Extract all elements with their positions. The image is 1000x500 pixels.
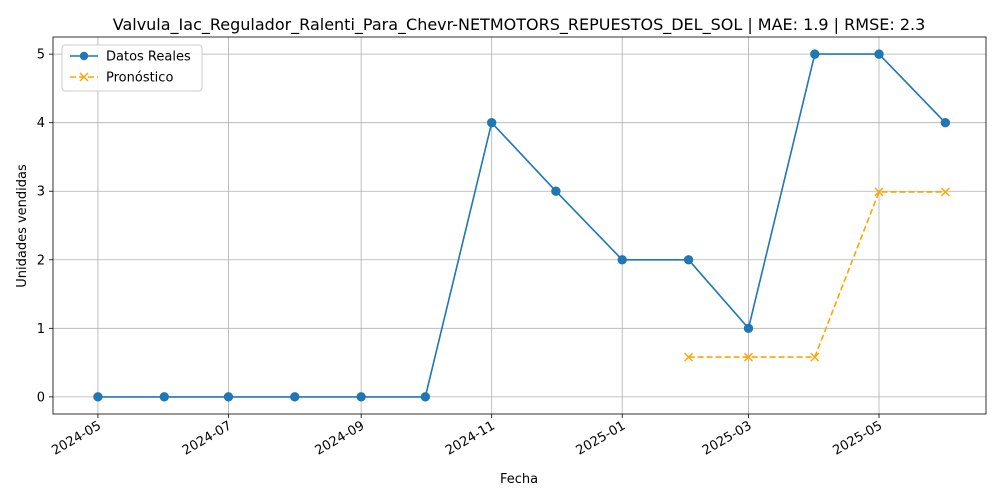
data-point [290,392,300,402]
data-point [420,392,431,402]
plot-frame [52,36,987,415]
data-point [223,392,234,402]
data-point [940,117,951,128]
data-point [684,352,694,362]
legend-marker [79,51,89,61]
legend: Datos Reales Pronóstico [61,44,203,92]
legend-label: Pronóstico [106,71,173,86]
x-tick-label: 2025-01 [574,418,629,458]
x-tick-label: 2025-05 [830,418,885,458]
data-point [486,117,497,128]
data-point [356,392,366,402]
data-point [93,392,103,402]
y-tick-label: 4 [37,116,45,131]
data-point [683,255,694,265]
data-point [940,187,950,197]
series [93,49,951,402]
data-point [617,255,627,265]
data-point [743,323,754,334]
y-tick-label: 5 [37,48,45,63]
y-tick-label: 1 [37,322,45,337]
data-point [810,49,820,59]
data-point [874,187,884,197]
data-point [159,392,169,402]
data-point [743,352,753,362]
data-point [810,352,820,362]
y-axis-label: Unidades vendidas [15,164,30,288]
series-line-2 [688,191,946,358]
x-tick-label: 2024-05 [49,418,104,458]
legend-marker [79,72,89,82]
x-axis-label: Fecha [500,472,538,487]
data-point [551,186,561,196]
data-point [874,49,884,59]
x-tick-label: 2025-03 [700,418,755,458]
axes: 0 1 2 3 4 5 2024-05 2024-07 2024-09 2024-11 2025-0… [37,36,987,459]
chart-title: Valvula_Iac_Regulador_Ralenti_Para_Chevr… [113,15,926,35]
y-tick-label: 0 [37,390,45,405]
series-line-1 [97,53,946,398]
legend-label: Datos Reales [106,50,191,65]
x-tick-label: 2024-09 [313,418,368,458]
y-tick-label: 2 [37,253,45,268]
x-tick-label: 2024-07 [180,418,235,458]
y-tick-label: 3 [37,185,45,200]
x-tick-label: 2024-11 [443,418,498,458]
grid [53,37,986,414]
